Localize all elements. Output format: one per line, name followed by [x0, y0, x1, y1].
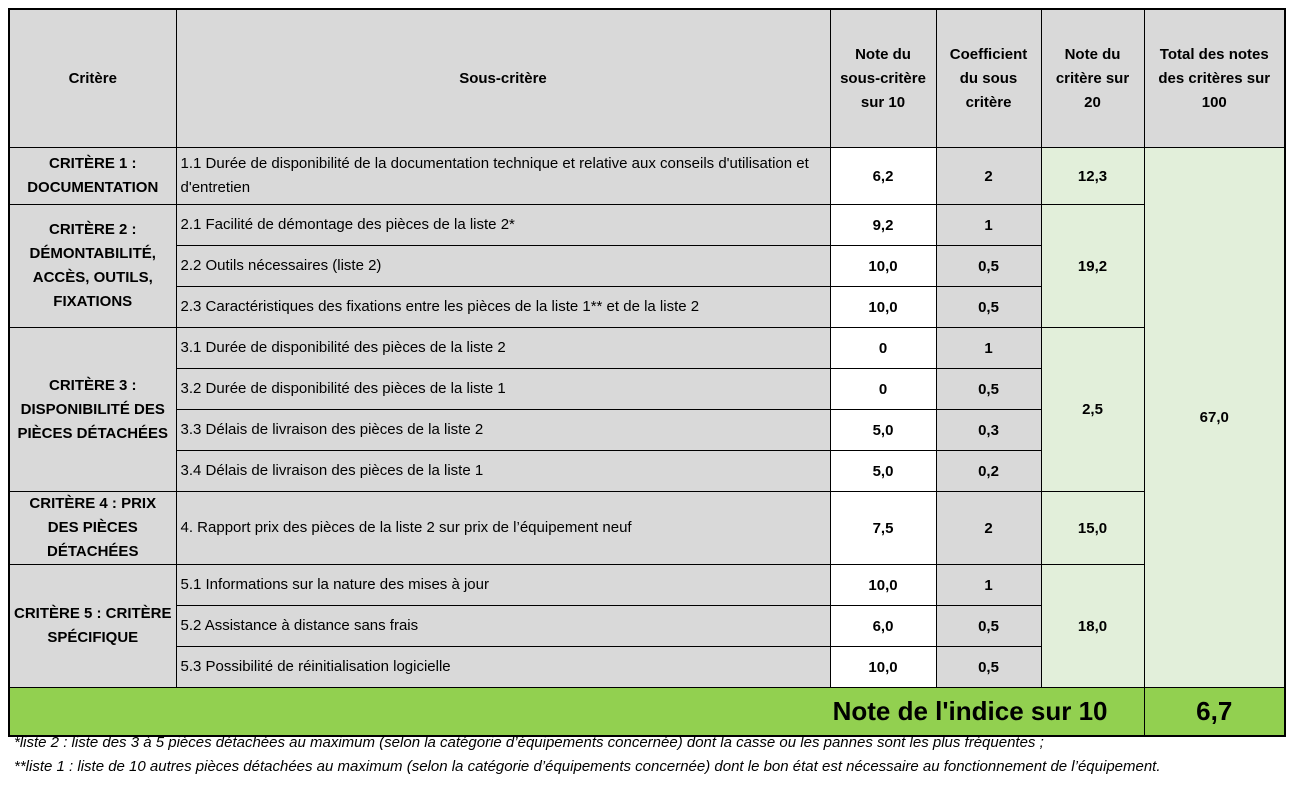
- criterion-score: 12,3: [1040, 147, 1145, 205]
- coefficient: 0,5: [935, 368, 1042, 410]
- sub-note: 10,0: [829, 564, 937, 606]
- coefficient: 0,2: [935, 450, 1042, 492]
- sub-criterion: 3.1 Durée de disponibilité des pièces de…: [175, 327, 831, 369]
- criterion-score: 15,0: [1040, 491, 1145, 565]
- criterion-row: 5.3 Possibilité de réinitialisation logi…: [9, 646, 1285, 688]
- coefficient: 0,5: [935, 605, 1042, 647]
- sub-criterion: 3.4 Délais de livraison des pièces de la…: [175, 450, 831, 492]
- sub-criterion: 5.2 Assistance à distance sans frais: [175, 605, 831, 647]
- coefficient: 0,5: [935, 245, 1042, 287]
- criterion-row: CRITÈRE 3 : DISPONIBILITÉ DES PIÈCES DÉT…: [8, 327, 1285, 492]
- criterion-row: 2.3 Caractéristiques des fixations entre…: [9, 286, 1285, 328]
- coefficient: 2: [935, 147, 1042, 205]
- sub-note: 5,0: [829, 450, 937, 492]
- sub-note: 10,0: [829, 286, 937, 328]
- header-row: Critère Sous-critère Note du sous-critère …: [8, 8, 1286, 148]
- criterion-row: 5.2 Assistance à distance sans frais 6,0 0…: [9, 605, 1285, 647]
- criterion-score: 18,0: [1040, 564, 1145, 688]
- sub-criterion: 4. Rapport prix des pièces de la liste 2…: [175, 491, 831, 565]
- summary-row: Note de l'indice sur 10 6,7: [8, 687, 1286, 737]
- sub-criterion: 3.2 Durée de disponibilité des pièces de…: [175, 368, 831, 410]
- sub-criterion: 3.3 Délais de livraison des pièces de la…: [175, 409, 831, 451]
- sub-note: 6,2: [829, 147, 937, 205]
- coefficient: 0,5: [935, 646, 1042, 688]
- coefficient: 2: [935, 491, 1042, 565]
- column-header: Sous-critère: [175, 8, 831, 148]
- total-score: 67,0: [1143, 147, 1286, 688]
- sub-criterion: 1.1 Durée de disponibilité de la documen…: [175, 147, 831, 205]
- sub-note: 10,0: [829, 245, 937, 287]
- coefficient: 1: [935, 564, 1042, 606]
- column-header: Critère: [8, 8, 177, 148]
- sub-note: 6,0: [829, 605, 937, 647]
- criterion-name: CRITÈRE 2 : DÉMONTABILITÉ, ACCÈS, OUTILS…: [8, 204, 177, 328]
- criterion-name: CRITÈRE 3 : DISPONIBILITÉ DES PIÈCES DÉT…: [8, 327, 177, 492]
- sub-criterion: 5.3 Possibilité de réinitialisation logi…: [175, 646, 831, 688]
- coefficient: 0,3: [935, 409, 1042, 451]
- column-header: Note du sous-critère sur 10: [829, 8, 937, 148]
- coefficient: 1: [935, 204, 1042, 246]
- column-header: Note du critère sur 20: [1040, 8, 1145, 148]
- column-header: Total des notes des critères sur 100: [1143, 8, 1286, 148]
- criterion-row: CRITÈRE 5 : CRITÈRE SPÉCIFIQUE 5.1 Inform…: [8, 564, 1285, 688]
- coefficient: 1: [935, 327, 1042, 369]
- criterion-row: CRITÈRE 1 : DOCUMENTATION 1.1 Durée de di…: [8, 147, 1286, 688]
- criterion-row: CRITÈRE 4 : PRIX DES PIÈCES DÉTACHÉES 4. …: [8, 491, 1285, 565]
- sub-note: 0: [829, 327, 937, 369]
- criterion-name: CRITÈRE 4 : PRIX DES PIÈCES DÉTACHÉES: [8, 491, 177, 565]
- coefficient: 0,5: [935, 286, 1042, 328]
- footnote: *liste 2 : liste des 3 à 5 pièces détach…: [14, 734, 1044, 751]
- criterion-row: CRITÈRE 2 : DÉMONTABILITÉ, ACCÈS, OUTILS…: [8, 204, 1285, 328]
- sub-note: 0: [829, 368, 937, 410]
- summary-value: 6,7: [1143, 687, 1286, 737]
- summary-label: Note de l'indice sur 10: [8, 687, 1145, 737]
- score-table: Critère Sous-critère Note du sous-critère …: [8, 8, 1286, 737]
- sub-note: 7,5: [829, 491, 937, 565]
- footnotes: *liste 2 : liste des 3 à 5 pièces détach…: [14, 731, 1161, 779]
- sub-criterion: 2.3 Caractéristiques des fixations entre…: [175, 286, 831, 328]
- sub-criterion: 5.1 Informations sur la nature des mises…: [175, 564, 831, 606]
- sub-criterion: 2.2 Outils nécessaires (liste 2): [175, 245, 831, 287]
- sub-note: 9,2: [829, 204, 937, 246]
- sub-criterion: 2.1 Facilité de démontage des pièces de …: [175, 204, 831, 246]
- criterion-row: 2.2 Outils nécessaires (liste 2) 10,0 0,5: [9, 245, 1285, 287]
- column-header: Coefficient du sous critère: [935, 8, 1042, 148]
- sub-note: 10,0: [829, 646, 937, 688]
- criterion-score: 2,5: [1040, 327, 1145, 492]
- criterion-name: CRITÈRE 1 : DOCUMENTATION: [8, 147, 177, 205]
- criterion-score: 19,2: [1040, 204, 1145, 328]
- sub-note: 5,0: [829, 409, 937, 451]
- footnote: **liste 1 : liste de 10 autres pièces dé…: [14, 758, 1161, 775]
- criterion-name: CRITÈRE 5 : CRITÈRE SPÉCIFIQUE: [8, 564, 177, 688]
